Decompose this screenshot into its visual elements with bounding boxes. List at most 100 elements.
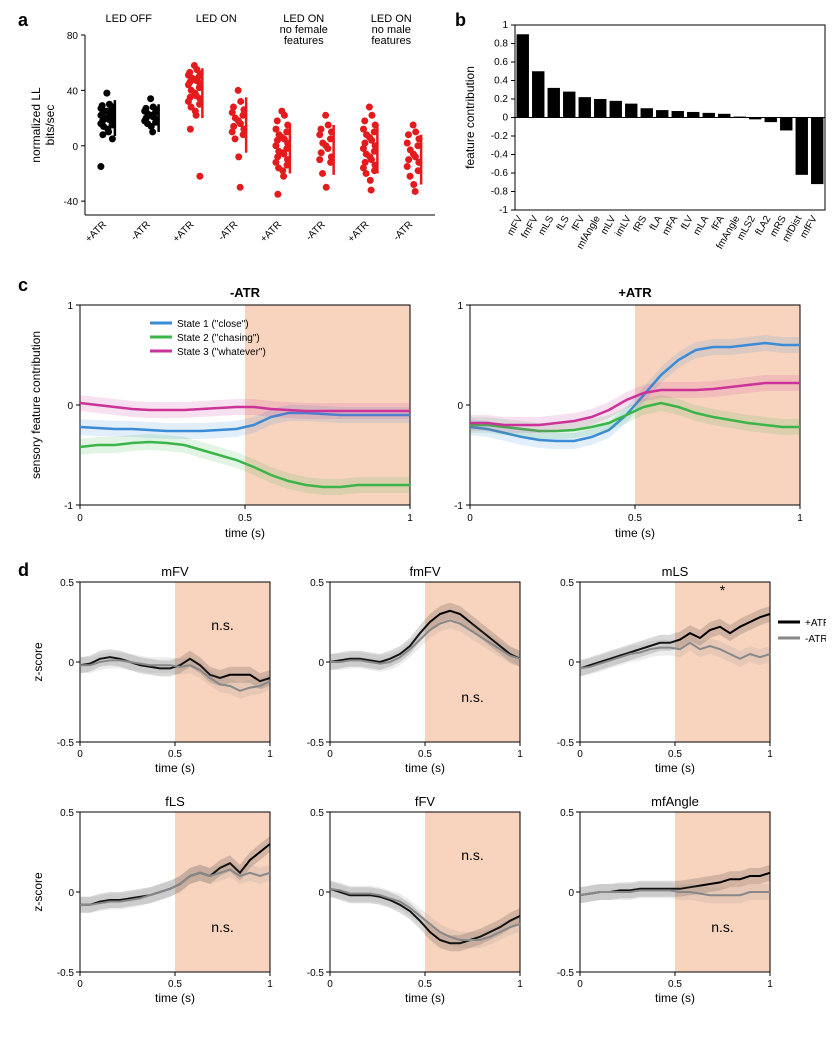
svg-text:1: 1 (797, 513, 803, 524)
svg-text:1: 1 (767, 979, 773, 990)
svg-text:-ATR: -ATR (230, 285, 261, 300)
svg-text:sensory feature contribution: sensory feature contribution (29, 331, 43, 479)
svg-text:features: features (371, 35, 411, 47)
svg-text:80: 80 (67, 31, 79, 42)
svg-text:LED OFF: LED OFF (106, 13, 153, 25)
svg-text:fmFV: fmFV (519, 214, 541, 240)
svg-text:n.s.: n.s. (211, 919, 234, 935)
svg-text:time (s): time (s) (155, 761, 195, 775)
svg-text:0: 0 (568, 888, 574, 899)
svg-text:0: 0 (68, 658, 74, 669)
svg-text:0: 0 (577, 979, 583, 990)
svg-text:0: 0 (318, 658, 324, 669)
svg-text:0: 0 (327, 749, 333, 760)
svg-text:time (s): time (s) (655, 991, 695, 1005)
svg-text:0.5: 0.5 (418, 749, 432, 760)
svg-text:fFV: fFV (415, 794, 436, 809)
svg-text:-0.5: -0.5 (307, 968, 325, 979)
svg-text:0.6: 0.6 (494, 57, 508, 68)
svg-text:mfAngle: mfAngle (651, 794, 699, 809)
svg-text:n.s.: n.s. (211, 617, 234, 633)
svg-text:+ATR: +ATR (83, 219, 109, 245)
svg-text:+ATR: +ATR (171, 219, 197, 245)
svg-text:z-score: z-score (31, 642, 45, 682)
svg-text:time (s): time (s) (405, 761, 445, 775)
svg-text:0.5: 0.5 (560, 808, 574, 819)
svg-text:1: 1 (267, 749, 273, 760)
svg-text:0.5: 0.5 (168, 979, 182, 990)
svg-text:0: 0 (568, 658, 574, 669)
svg-text:0: 0 (72, 142, 78, 153)
svg-text:0.2: 0.2 (494, 94, 508, 105)
svg-text:0: 0 (77, 513, 83, 524)
svg-text:0: 0 (577, 749, 583, 760)
svg-text:+ATR: +ATR (805, 618, 826, 629)
svg-text:0: 0 (502, 113, 508, 124)
svg-text:fLS: fLS (165, 794, 185, 809)
figure: a -4004080normalized LLbits/secLED OFFLE… (10, 10, 826, 1020)
svg-text:1: 1 (517, 979, 523, 990)
svg-text:-0.4: -0.4 (491, 150, 509, 161)
svg-text:0.5: 0.5 (628, 513, 642, 524)
svg-text:0.8: 0.8 (494, 39, 508, 50)
svg-text:z-score: z-score (31, 872, 45, 912)
svg-text:mFA: mFA (661, 214, 681, 238)
svg-text:-0.8: -0.8 (491, 187, 509, 198)
svg-text:-0.2: -0.2 (491, 131, 509, 142)
svg-text:0: 0 (457, 401, 463, 412)
svg-text:n.s.: n.s. (711, 919, 734, 935)
svg-text:features: features (284, 35, 324, 47)
svg-text:*: * (720, 582, 726, 598)
svg-text:-1: -1 (454, 501, 463, 512)
svg-text:1: 1 (767, 749, 773, 760)
svg-text:mLA: mLA (692, 214, 712, 238)
svg-text:State 1 ("close"): State 1 ("close") (177, 319, 249, 330)
svg-text:-1: -1 (499, 205, 508, 216)
panel-d-chart: -0.500.500.51time (s)mFVz-scoren.s.-0.50… (10, 560, 826, 1020)
svg-text:+ATR: +ATR (618, 285, 652, 300)
svg-text:+ATR: +ATR (258, 219, 284, 245)
svg-text:0.5: 0.5 (418, 979, 432, 990)
svg-text:0.5: 0.5 (560, 578, 574, 589)
svg-text:1: 1 (457, 301, 463, 312)
svg-text:-0.6: -0.6 (491, 168, 509, 179)
svg-text:fmFV: fmFV (409, 564, 440, 579)
svg-text:time (s): time (s) (155, 991, 195, 1005)
svg-text:-0.5: -0.5 (57, 968, 75, 979)
svg-text:40: 40 (67, 86, 79, 97)
svg-text:time (s): time (s) (405, 991, 445, 1005)
svg-text:0.5: 0.5 (60, 808, 74, 819)
svg-text:normalized LLbits/sec: normalized LLbits/sec (30, 87, 57, 163)
svg-text:-0.5: -0.5 (57, 738, 75, 749)
svg-text:+ATR: +ATR (346, 219, 372, 245)
svg-text:-0.5: -0.5 (557, 968, 575, 979)
svg-text:0.4: 0.4 (494, 76, 508, 87)
svg-text:LED ON: LED ON (196, 13, 237, 25)
svg-text:mFV: mFV (161, 564, 189, 579)
svg-text:imLV: imLV (613, 214, 634, 239)
svg-text:-0.5: -0.5 (557, 738, 575, 749)
svg-text:-ATR: -ATR (391, 219, 415, 243)
svg-text:feature contribution: feature contribution (463, 66, 477, 169)
svg-text:0: 0 (467, 513, 473, 524)
svg-text:0: 0 (68, 888, 74, 899)
svg-text:0.5: 0.5 (60, 578, 74, 589)
svg-text:0.5: 0.5 (668, 749, 682, 760)
svg-text:1: 1 (407, 513, 413, 524)
svg-text:time (s): time (s) (225, 526, 265, 540)
panel-b-chart: -1 -0.8 -0.6 -0.4 -0.2 0 0.2 0.4 0.6 0.8 1 feature … (460, 10, 830, 270)
svg-text:-ATR: -ATR (216, 219, 240, 243)
svg-text:-1: -1 (64, 501, 73, 512)
svg-text:0.5: 0.5 (238, 513, 252, 524)
svg-text:fRS: fRS (631, 214, 649, 234)
svg-text:0: 0 (327, 979, 333, 990)
svg-text:0.5: 0.5 (310, 808, 324, 819)
svg-text:mLS: mLS (662, 564, 689, 579)
svg-text:0: 0 (77, 979, 83, 990)
svg-text:-ATR: -ATR (304, 219, 328, 243)
svg-text:n.s.: n.s. (461, 689, 484, 705)
svg-text:1: 1 (502, 20, 508, 31)
svg-text:n.s.: n.s. (461, 847, 484, 863)
svg-text:1: 1 (267, 979, 273, 990)
svg-text:0: 0 (77, 749, 83, 760)
